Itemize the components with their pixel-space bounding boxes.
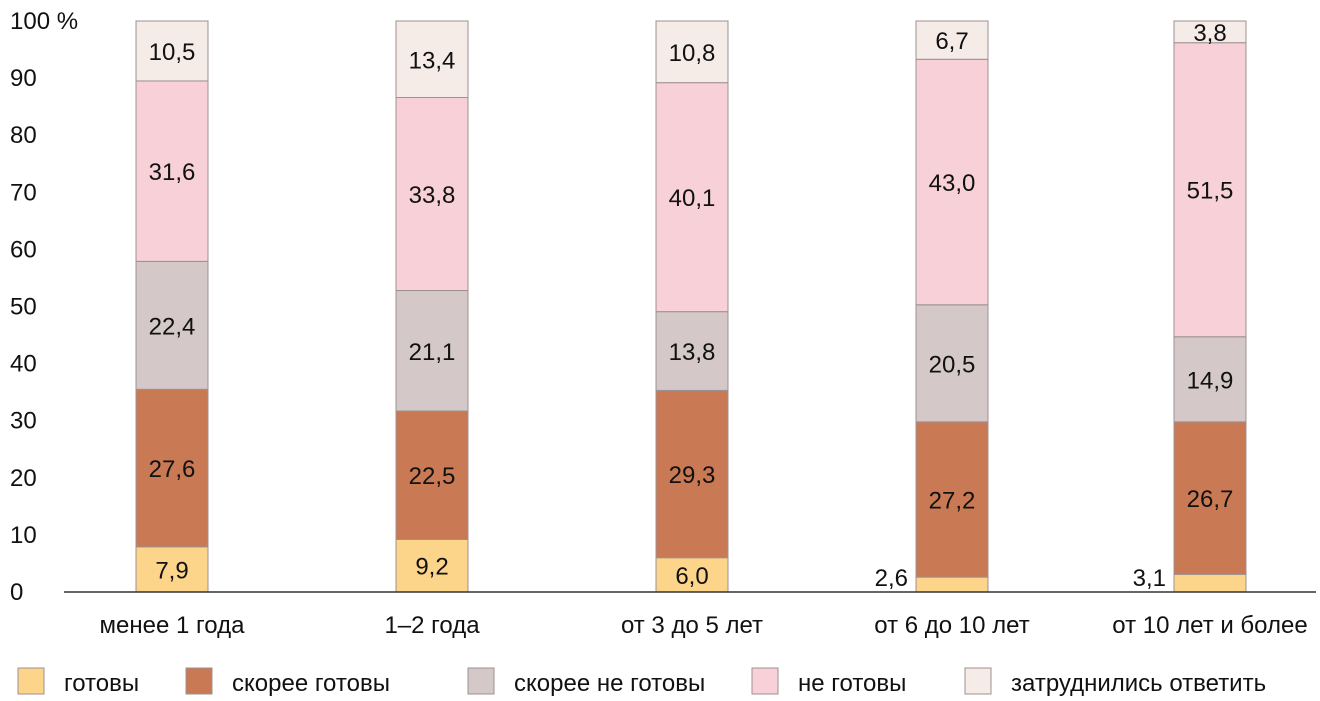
legend: готовы скорее готовы скорее не готовы не го…	[17, 667, 1266, 697]
legend-item: затруднились ответить	[964, 667, 1266, 697]
legend-item: готовы	[17, 667, 139, 697]
x-tick-label: менее 1 года	[100, 612, 246, 639]
legend-item: не готовы	[751, 667, 906, 697]
bar-segment	[915, 304, 989, 423]
legend-swatch	[17, 667, 45, 695]
y-tick-label: 80	[10, 122, 37, 149]
data-label: 43,0	[929, 170, 976, 197]
y-tick-label: 30	[10, 408, 37, 435]
data-label: 51,5	[1187, 178, 1234, 205]
legend-label: не готовы	[798, 670, 906, 697]
y-tick-label: 20	[10, 465, 37, 492]
data-label: 26,7	[1187, 486, 1234, 513]
bar-segment	[1173, 336, 1247, 423]
bar-segment	[1173, 20, 1247, 44]
legend-swatch	[185, 667, 213, 695]
data-label: 27,6	[149, 456, 196, 483]
bar-segment	[655, 557, 729, 593]
bar-segment	[395, 538, 469, 593]
data-label: 22,5	[409, 463, 456, 490]
y-tick-label: 50	[10, 294, 37, 321]
data-label: 6,7	[935, 28, 968, 55]
data-label: 3,1	[1133, 565, 1166, 592]
bars: 7,9 27,6 22,4 31,6 10,5 9,2 22,5 21,1 33,8 13,4 6,…	[135, 20, 1247, 593]
data-label: 20,5	[929, 351, 976, 378]
y-tick-label: 10	[10, 522, 37, 549]
data-label: 14,9	[1187, 367, 1234, 394]
data-label: 7,9	[155, 557, 188, 584]
bar-segment	[395, 410, 469, 540]
bar-segment	[135, 546, 209, 593]
data-label: 3,8	[1193, 20, 1226, 47]
bar-segment	[135, 80, 209, 262]
bar-segment	[655, 311, 729, 391]
data-label: 10,5	[149, 39, 196, 66]
legend-swatch	[751, 667, 779, 695]
bar-segment	[135, 388, 209, 548]
data-label: 31,6	[149, 159, 196, 186]
data-label: 33,8	[409, 182, 456, 209]
y-tick-label: 0	[10, 579, 23, 606]
bar-segment	[1173, 421, 1247, 575]
bar-segment	[915, 58, 989, 306]
bar-segment	[1173, 573, 1247, 593]
x-tick-label: 1–2 года	[384, 612, 480, 639]
data-label: 13,4	[409, 47, 456, 74]
y-tick-label: 90	[10, 65, 37, 92]
x-tick-label: от 3 до 5 лет	[621, 612, 763, 639]
data-label: 13,8	[669, 339, 716, 366]
y-tick-label: 40	[10, 351, 37, 378]
bar-segment	[395, 290, 469, 412]
legend-label: скорее не готовы	[514, 670, 705, 697]
data-label: 9,2	[415, 554, 448, 581]
y-tick-label: 60	[10, 236, 37, 263]
data-label: 27,2	[929, 487, 976, 514]
legend-item: скорее готовы	[185, 667, 390, 697]
x-tick-label: от 10 лет и более	[1112, 612, 1307, 639]
y-tick-label: 70	[10, 179, 37, 206]
bar-segment	[915, 20, 989, 60]
bar-segment	[395, 20, 469, 99]
x-tick-label: от 6 до 10 лет	[874, 612, 1029, 639]
bar-segment	[915, 421, 989, 578]
data-label: 29,3	[669, 462, 716, 489]
data-label: 21,1	[409, 339, 456, 366]
legend-item: скорее не готовы	[467, 667, 705, 697]
data-label: 2,6	[875, 565, 908, 592]
legend-label: скорее готовы	[232, 670, 390, 697]
bar-segment	[395, 97, 469, 292]
legend-swatch	[964, 667, 992, 695]
bar-segment	[915, 576, 989, 593]
data-label: 10,8	[669, 40, 716, 67]
legend-label: затруднились ответить	[1011, 670, 1266, 697]
bar-segment	[655, 389, 729, 559]
y-tick-label: 100 %	[10, 8, 78, 35]
data-label: 40,1	[669, 185, 716, 212]
x-axis: менее 1 года 1–2 года от 3 до 5 лет от 6 до…	[64, 591, 1316, 639]
legend-swatch	[467, 667, 495, 695]
legend-label: готовы	[64, 670, 139, 697]
data-label: 6,0	[675, 563, 708, 590]
bar-segment	[655, 20, 729, 84]
bar-segment	[135, 20, 209, 82]
y-axis: 0 10 20 30 40 50 60 70 80 90 100 %	[10, 8, 78, 606]
data-label: 22,4	[149, 313, 196, 340]
